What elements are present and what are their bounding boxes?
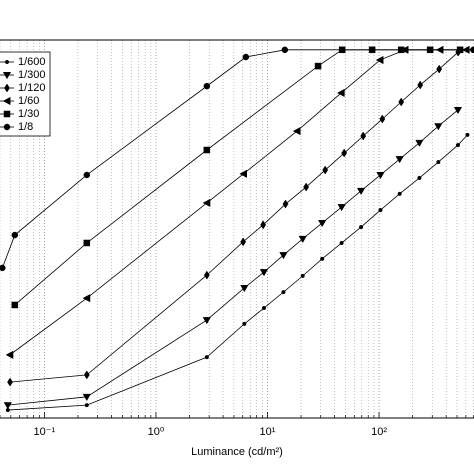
marker	[395, 156, 404, 164]
marker	[82, 294, 91, 303]
series-line	[9, 49, 467, 356]
marker	[320, 256, 325, 261]
marker	[470, 46, 474, 54]
marker	[398, 97, 405, 107]
marker	[337, 204, 346, 212]
marker	[3, 402, 12, 410]
series-line	[14, 49, 461, 306]
marker	[322, 165, 329, 175]
marker	[465, 132, 470, 137]
marker	[3, 110, 11, 118]
marker	[378, 208, 383, 213]
marker	[341, 148, 348, 158]
marker	[279, 252, 288, 260]
marker	[318, 220, 327, 228]
legend-box	[0, 51, 51, 137]
marker	[453, 106, 463, 115]
marker	[203, 270, 210, 280]
marker	[11, 231, 19, 239]
series-line	[1, 49, 474, 269]
marker	[300, 273, 305, 278]
marker	[3, 123, 11, 131]
marker	[239, 169, 247, 178]
marker	[83, 239, 91, 247]
marker	[4, 59, 10, 65]
marker	[242, 53, 250, 61]
marker	[203, 146, 211, 154]
legend-label: 1/120	[18, 82, 46, 94]
marker	[261, 305, 267, 311]
marker	[379, 114, 386, 124]
marker	[436, 64, 443, 74]
marker	[260, 220, 267, 230]
marker	[240, 237, 247, 247]
marker	[202, 198, 211, 208]
marker	[2, 96, 11, 106]
marker	[298, 235, 307, 244]
legend-label: 1/600	[18, 56, 46, 68]
marker	[339, 240, 344, 246]
marker	[281, 290, 286, 295]
marker	[240, 285, 249, 293]
marker	[415, 139, 424, 148]
marker	[376, 171, 385, 180]
marker	[11, 301, 19, 309]
marker	[359, 225, 364, 230]
marker	[417, 80, 424, 90]
marker	[202, 317, 211, 325]
series-line	[7, 109, 459, 406]
x-axis-label: Luminance (cd/m²)	[191, 446, 283, 458]
series-line	[7, 134, 468, 411]
marker	[397, 191, 402, 196]
marker	[84, 403, 89, 408]
legend-label: 1/60	[18, 95, 39, 107]
marker	[292, 126, 301, 136]
marker	[242, 321, 247, 326]
marker	[0, 264, 6, 272]
legend-label: 1/30	[18, 108, 39, 120]
marker	[303, 182, 310, 192]
marker	[356, 187, 366, 196]
marker	[282, 199, 289, 209]
marker	[259, 269, 269, 277]
marker	[5, 350, 14, 359]
marker	[204, 355, 209, 360]
marker	[4, 83, 10, 93]
marker	[83, 171, 91, 179]
marker	[375, 55, 384, 65]
x-tick-label: 10⁻¹	[34, 426, 56, 438]
x-tick-label: 10¹	[260, 426, 276, 438]
marker	[281, 46, 289, 54]
marker	[336, 88, 345, 98]
legend-label: 1/300	[18, 69, 46, 81]
x-tick-label: 10²	[371, 426, 387, 438]
marker	[7, 377, 13, 387]
marker	[203, 82, 211, 90]
marker	[455, 143, 461, 148]
marker	[82, 393, 91, 402]
marker	[2, 72, 12, 80]
marker	[83, 370, 90, 380]
marker	[417, 175, 422, 181]
marker	[434, 123, 443, 131]
marker	[314, 62, 322, 70]
marker	[436, 160, 441, 165]
legend-label: 1/8	[18, 121, 33, 133]
marker	[360, 131, 367, 141]
x-tick-label: 10⁰	[148, 426, 165, 438]
